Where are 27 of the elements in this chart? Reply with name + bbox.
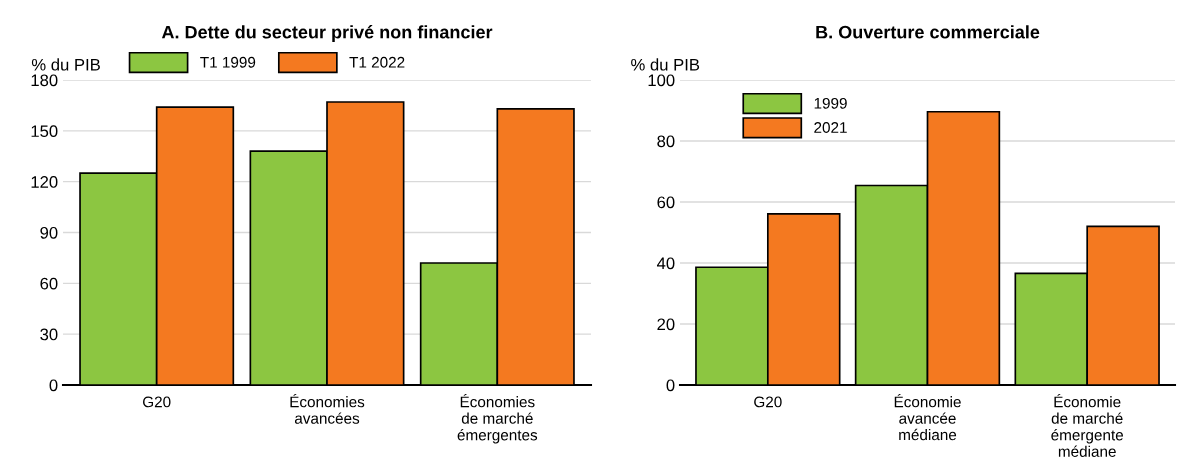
chart-title: B. Ouverture commerciale [816,25,1040,39]
y-tick-label: 40 [656,257,675,270]
y-tick-label: 100 [648,74,675,87]
x-tick-label: Économie de marché émergente médiane [1051,393,1124,457]
y-axis-title: % du PIB [31,58,100,71]
legend-label: T1 1999 [200,56,256,68]
chart-title: A. Dette du secteur privé non financier [161,25,493,43]
y-tick-label: 90 [40,226,58,239]
x-tick-label: Économie avancée médiane [894,393,961,441]
y-tick-label: 60 [40,277,58,290]
y-tick-label: 0 [49,379,58,392]
legend-label: T1 2022 [349,56,405,68]
x-tick-label: G20 [754,396,782,408]
y-tick-label: 120 [31,176,58,188]
y-tick-label: 150 [31,125,58,138]
x-tick-label: G20 [143,396,171,408]
legend-label: 1999 [814,97,847,109]
y-tick-label: 80 [657,135,675,148]
x-tick-label: Économies de marché émergentes [457,393,538,444]
legend-label: 2021 [814,122,847,133]
y-tick-label: 30 [40,328,58,341]
y-tick-label: 60 [657,196,675,209]
y-tick-label: 0 [666,379,675,392]
y-tick-label: 20 [657,318,675,331]
y-tick-label: 180 [31,74,58,87]
y-axis-title: % du PIB [631,58,700,71]
x-tick-label: Économies avancées [290,393,365,424]
